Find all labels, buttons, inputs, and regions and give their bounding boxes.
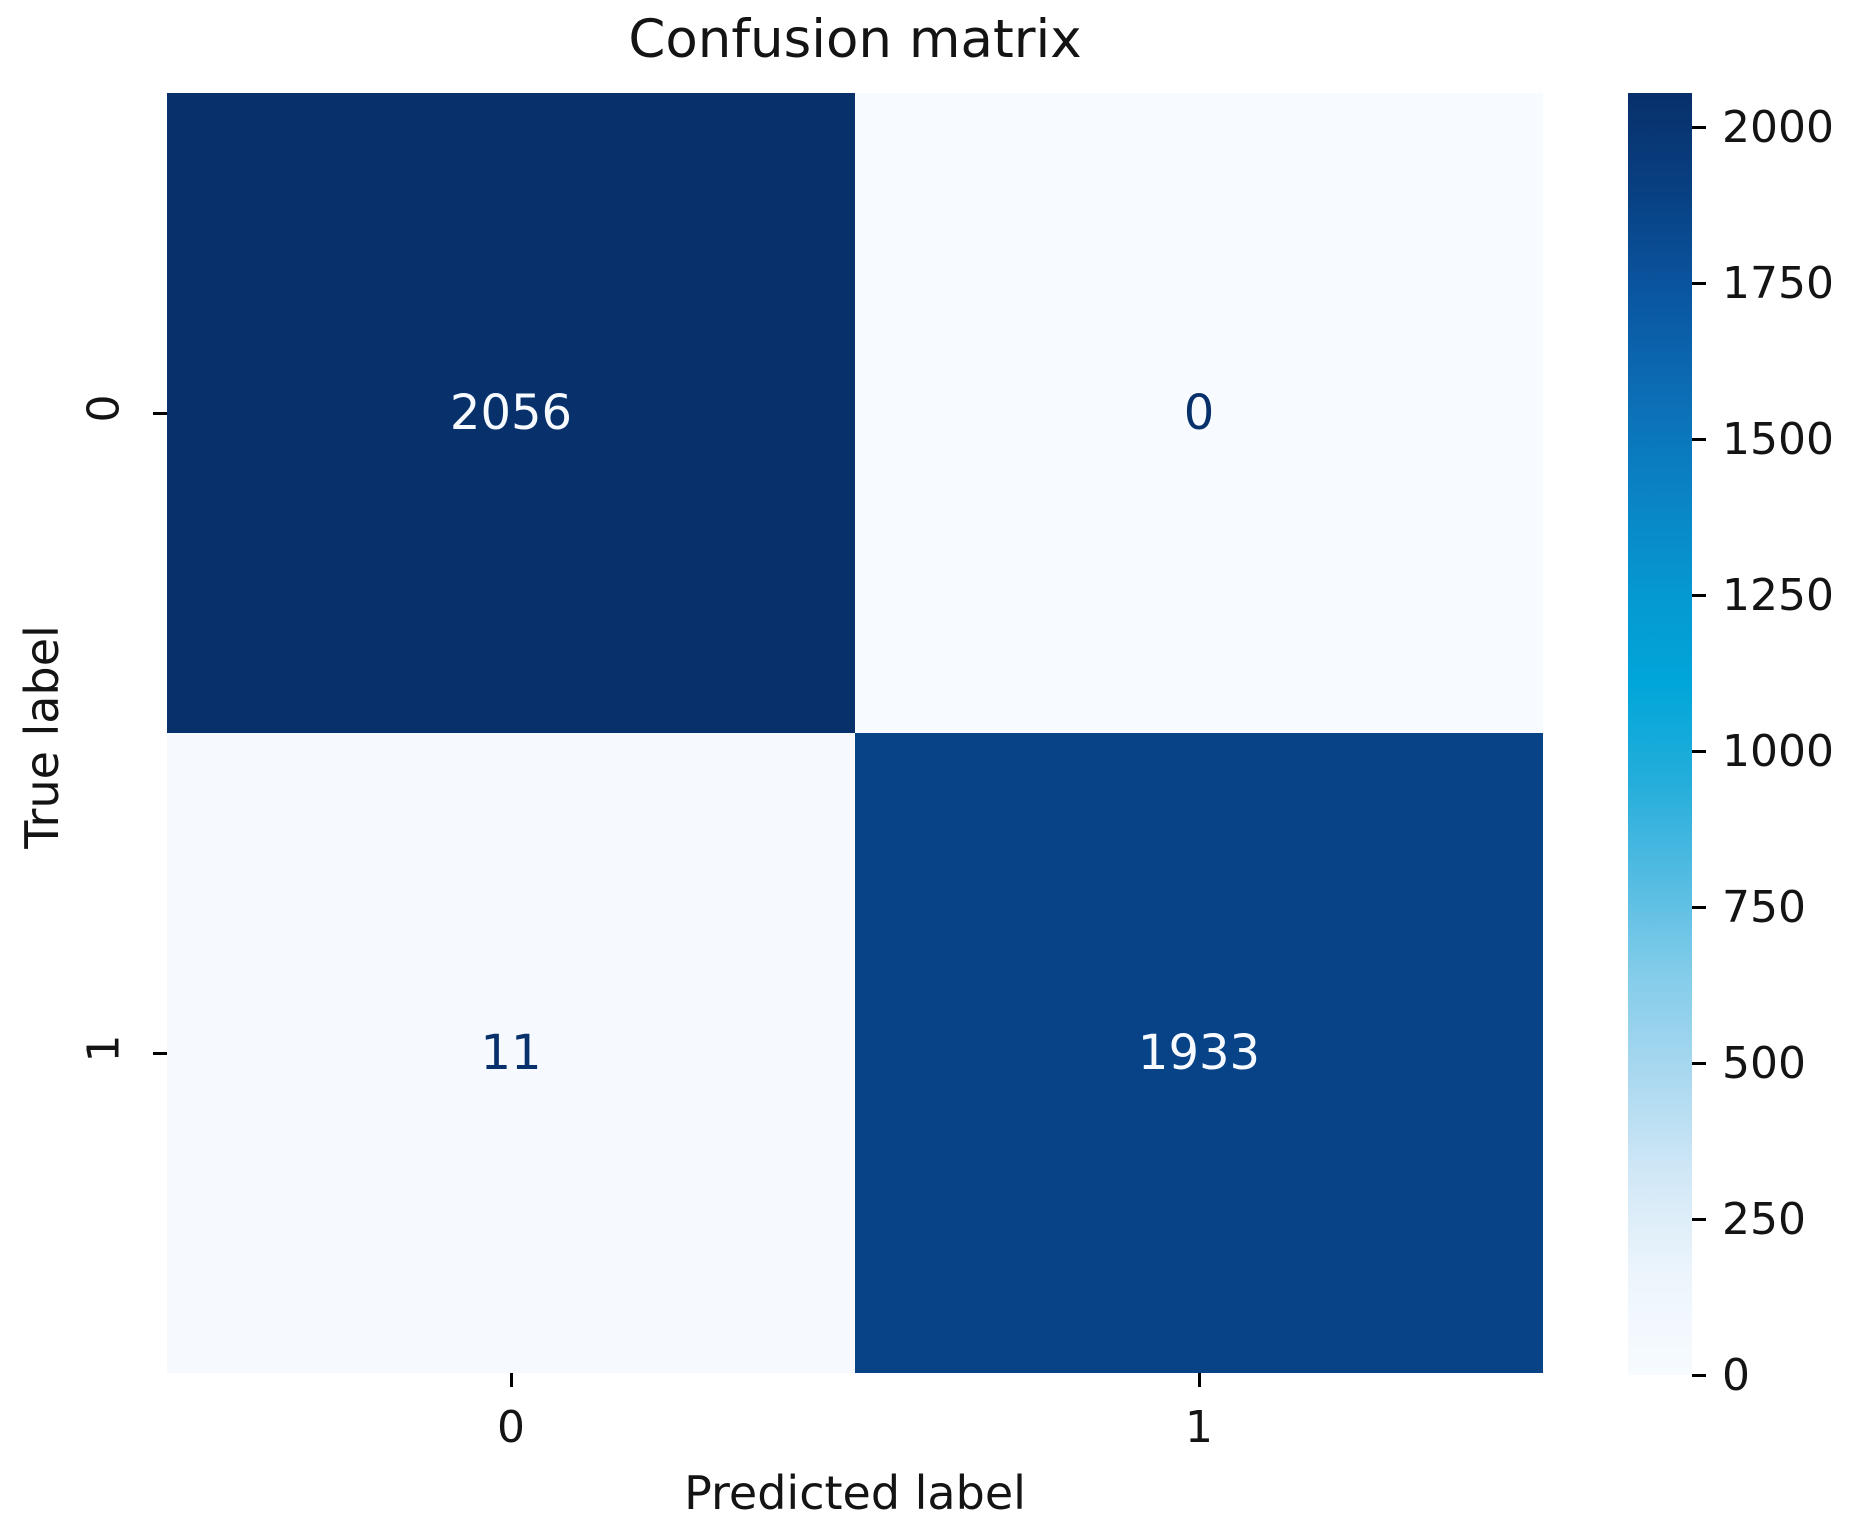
x-tick-label-1: 1 bbox=[1185, 1402, 1213, 1453]
y-tick-label-0: 0 bbox=[78, 394, 130, 423]
y-axis-label: True label bbox=[15, 625, 69, 849]
colorbar-tick-mark-6 bbox=[1692, 1061, 1706, 1065]
y-tick-label-1: 1 bbox=[78, 1034, 130, 1063]
colorbar-tick-label-4: 1000 bbox=[1722, 725, 1834, 777]
colorbar-tick-label-8: 0 bbox=[1722, 1349, 1750, 1401]
y-tick-mark-0 bbox=[153, 411, 167, 415]
colorbar-tick-mark-3 bbox=[1692, 594, 1706, 598]
chart-title: Confusion matrix bbox=[628, 9, 1082, 70]
colorbar-tick-mark-7 bbox=[1692, 1217, 1706, 1221]
x-axis-label: Predicted label bbox=[684, 1466, 1026, 1520]
heatmap-cell-r0c1: 0 bbox=[855, 93, 1543, 733]
colorbar-tick-mark-5 bbox=[1692, 905, 1706, 909]
colorbar-tick-label-1: 1750 bbox=[1722, 258, 1834, 310]
colorbar-tick-label-7: 250 bbox=[1722, 1193, 1806, 1245]
colorbar-tick-label-5: 750 bbox=[1722, 881, 1806, 933]
heatmap-cell-r0c0: 2056 bbox=[167, 93, 855, 733]
cell-value: 11 bbox=[480, 1025, 542, 1081]
colorbar-tick-label-0: 2000 bbox=[1722, 102, 1834, 154]
colorbar-tick-mark-0 bbox=[1692, 126, 1706, 130]
colorbar-tick-mark-2 bbox=[1692, 438, 1706, 442]
x-tick-mark-0 bbox=[509, 1373, 513, 1387]
colorbar-tick-label-6: 500 bbox=[1722, 1037, 1806, 1089]
cell-value: 0 bbox=[1183, 385, 1215, 441]
colorbar-tick-mark-4 bbox=[1692, 749, 1706, 753]
colorbar-tick-label-3: 1250 bbox=[1722, 570, 1834, 622]
x-tick-mark-1 bbox=[1197, 1373, 1201, 1387]
colorbar-tick-label-2: 1500 bbox=[1722, 414, 1834, 466]
heatmap-cell-r1c0: 11 bbox=[167, 733, 855, 1373]
colorbar-tick-mark-1 bbox=[1692, 282, 1706, 286]
cell-value: 2056 bbox=[449, 385, 573, 441]
heatmap: 2056 0 11 1933 bbox=[167, 93, 1543, 1373]
y-tick-mark-1 bbox=[153, 1051, 167, 1055]
heatmap-cell-r1c1: 1933 bbox=[855, 733, 1543, 1373]
colorbar-tick-mark-8 bbox=[1692, 1373, 1706, 1377]
x-tick-label-0: 0 bbox=[497, 1402, 525, 1453]
colorbar bbox=[1628, 93, 1692, 1375]
cell-value: 1933 bbox=[1137, 1025, 1261, 1081]
